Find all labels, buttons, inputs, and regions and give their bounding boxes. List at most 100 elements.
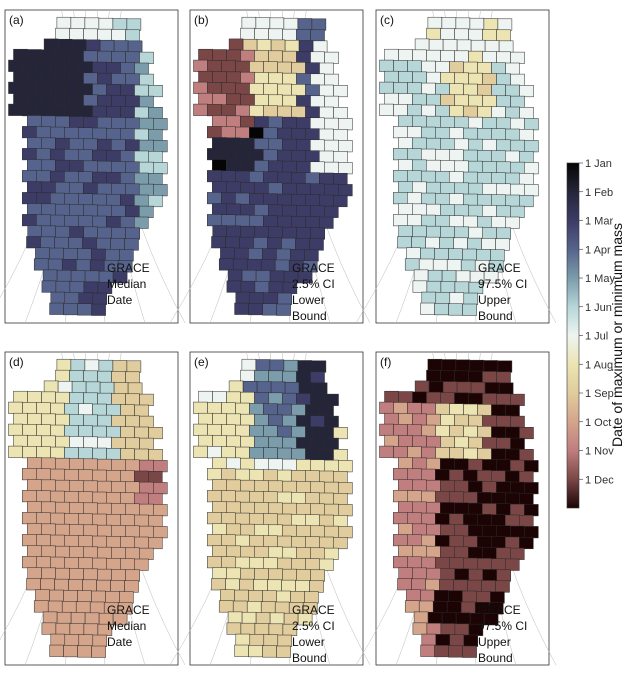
map-tile: [50, 126, 65, 139]
map-tile: [36, 126, 51, 139]
colorbar-tick-label: 1 Jun: [585, 302, 612, 314]
map-tile: [477, 172, 492, 185]
map-tile: [112, 613, 128, 626]
map-tile: [435, 513, 450, 526]
map-tile: [426, 115, 441, 128]
map-tile: [36, 82, 51, 95]
map-tile: [454, 72, 469, 85]
map-tile: [97, 116, 112, 129]
map-tile: [426, 280, 442, 293]
map-tile: [505, 194, 520, 207]
map-tile: [91, 645, 106, 658]
map-tile: [421, 82, 436, 95]
map-tile: [425, 236, 440, 249]
map-tile: [284, 381, 300, 394]
map-tile: [446, 259, 462, 272]
map-tile: [263, 557, 278, 570]
panel-caption: Lower: [292, 293, 325, 307]
map-tile: [421, 214, 436, 227]
map-tile: [239, 578, 254, 591]
map-tile: [439, 237, 454, 250]
map-tile: [97, 370, 112, 383]
map-tile: [426, 479, 441, 492]
map-tile: [482, 139, 497, 152]
map-tile: [92, 149, 107, 162]
map-tile: [134, 514, 149, 527]
map-tile: [482, 161, 497, 174]
map-tile: [282, 568, 297, 581]
map-tile: [296, 161, 311, 174]
map-tile: [407, 192, 422, 205]
map-tile: [263, 149, 278, 162]
map-tile: [221, 402, 236, 415]
map-tile: [120, 84, 135, 97]
map-tile: [268, 524, 283, 537]
map-tile: [106, 492, 121, 505]
map-tile: [319, 150, 334, 163]
map-tile: [477, 470, 492, 483]
map-tile: [462, 645, 477, 658]
map-tile: [240, 181, 255, 194]
map-tile: [524, 526, 539, 539]
map-tile: [254, 436, 269, 449]
map-tile: [97, 160, 112, 173]
colorbar-tick-label: 1 Jan: [585, 158, 612, 170]
map-tile: [212, 115, 227, 128]
map-tile: [482, 73, 497, 86]
map-tile: [319, 558, 334, 571]
map-tile: [78, 127, 93, 140]
map-tile: [249, 193, 264, 206]
map-tile: [440, 568, 455, 581]
map-tile: [226, 115, 241, 128]
map-tile: [440, 182, 455, 195]
map-tile: [75, 259, 91, 272]
map-tile: [83, 458, 98, 471]
map-tile: [268, 116, 283, 129]
map-tile: [440, 138, 455, 151]
map-tile: [407, 534, 422, 547]
map-tile: [282, 160, 297, 173]
map-tile: [50, 60, 65, 73]
map-tile: [462, 590, 477, 603]
map-tile: [432, 601, 448, 614]
map-tile: [226, 457, 241, 470]
map-tile: [305, 404, 320, 417]
map-tile: [277, 292, 293, 305]
map-tile: [426, 435, 441, 448]
map-tile: [435, 557, 450, 570]
map-tile: [482, 569, 497, 582]
map-tile: [482, 481, 497, 494]
map-tile: [282, 28, 297, 41]
map-tile: [124, 580, 139, 593]
map-tile: [69, 28, 84, 41]
map-tile: [254, 138, 269, 151]
map-tile: [92, 215, 107, 228]
map-tile: [221, 104, 236, 117]
map-tile: [454, 436, 469, 449]
map-tile: [435, 149, 450, 162]
map-tile: [449, 425, 464, 438]
map-tile: [268, 50, 283, 63]
map-tile: [305, 84, 320, 97]
map-tile: [97, 568, 112, 581]
map-tile: [235, 60, 250, 73]
map-tile: [407, 446, 422, 459]
map-tile: [505, 106, 520, 119]
map-tile: [505, 426, 520, 439]
map-tile: [449, 193, 464, 206]
map-tile: [482, 371, 497, 384]
map-tile: [491, 172, 506, 185]
map-tile: [304, 591, 319, 604]
map-tile: [8, 59, 23, 72]
map-tile: [61, 259, 77, 272]
map-tile: [406, 247, 421, 260]
map-tile: [421, 402, 436, 415]
map-tile: [27, 545, 42, 558]
map-tile: [254, 160, 269, 173]
panel-caption: GRACE: [292, 603, 335, 617]
map-tile: [426, 27, 441, 40]
map-tile: [268, 226, 283, 239]
map-tile: [263, 83, 278, 96]
map-tile: [519, 195, 534, 208]
panel-label: (a): [9, 13, 24, 27]
